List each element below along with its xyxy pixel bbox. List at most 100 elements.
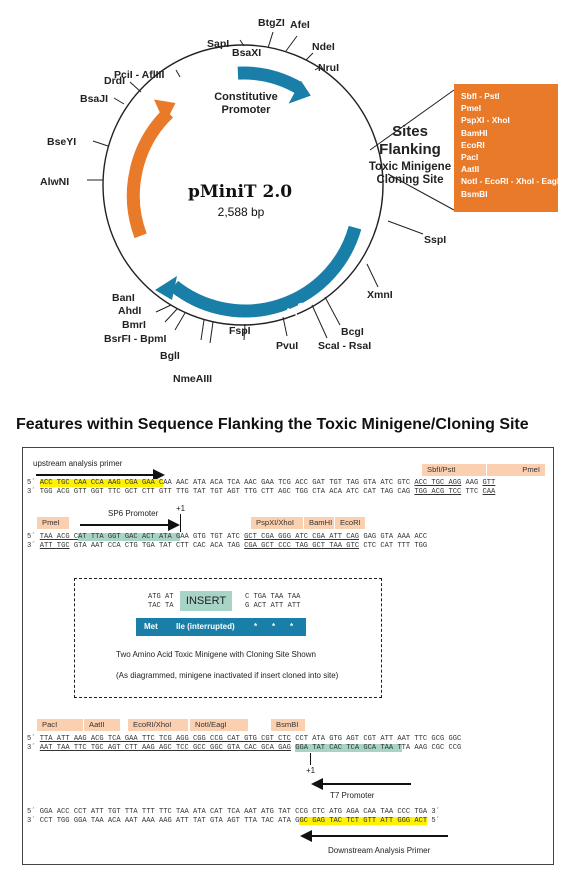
- insert-top-left: ATG AT: [148, 593, 174, 601]
- t7-promoter-label: T7 Promoter: [330, 791, 375, 800]
- site-drdi: DrdI: [104, 75, 125, 87]
- seq-segment: AA GTG TGT ATC: [180, 533, 245, 541]
- t7-arrow-line: [321, 783, 411, 785]
- block1-top-strand: 5´ ACC TGC CAA CCA AAG CGA GAA CAA AAC A…: [27, 479, 495, 488]
- strand-end: 5´: [27, 735, 40, 743]
- block3-top-strand: 5´ TTA ATT AAG ACG TCA GAA TTC TCG AGG C…: [27, 735, 461, 744]
- sbfi-seq: ACC TGC AGG: [414, 479, 462, 487]
- seq-segment: TA AAG CGC CCG: [401, 744, 462, 752]
- strand-end: 5´: [27, 533, 40, 541]
- seq-segment: AAG: [461, 479, 483, 487]
- site-pcii-afliii: PciI - AflIII: [114, 69, 164, 81]
- sbfi-seq: TGG ACG TCC: [414, 488, 462, 496]
- downstream-primer-arrow-line: [310, 835, 448, 837]
- flanking-site: BsmBI: [461, 188, 488, 199]
- ori-arrowhead: [154, 99, 176, 124]
- upstream-primer-arrow-line: [36, 474, 156, 476]
- cloning-sites-seq: AAT TAA TTC TGC AGT CTT AAG AGC TCC GCC …: [39, 744, 291, 752]
- plasmid-size: 2,588 bp: [218, 205, 265, 219]
- tag-ecori-xhoi: EcoRI/XhoI: [128, 719, 188, 731]
- t7-promoter-seq: GGA TAT CAC TCA GCA TAA T: [295, 744, 402, 752]
- site-bcgi: BcgI: [341, 326, 364, 338]
- strand-end: 5´: [27, 479, 40, 487]
- seq-segment: AA AAC ATA ACA TCA AAC GAA TCG ACC GAT T…: [163, 479, 415, 487]
- sites-flanking-label-1: Sites: [392, 123, 428, 140]
- constitutive-promoter-arc: [237, 66, 302, 94]
- stop-mark: *: [272, 622, 276, 631]
- flanking-site: PacI: [461, 152, 479, 163]
- site-nmeaiii: NmeAIII: [173, 373, 212, 385]
- seq-segment: TGG ACG GTT GGT TTC GCT CTT GTT TTG TAT …: [39, 488, 415, 496]
- flanking-site: PspXI - XhoI: [461, 115, 510, 126]
- block2-top-strand: 5´ TAA ACG CAT TTA GGT GAC ACT ATA GAA G…: [27, 533, 427, 542]
- site-sspi: SspI: [424, 234, 446, 246]
- tag-sbfi-psti: SbfI/PstI: [422, 464, 486, 476]
- site-bsaxi: BsaXI: [232, 47, 261, 59]
- flanking-site: EcoRI: [461, 139, 485, 150]
- strand-end: 3´: [27, 542, 40, 550]
- cloning-sites-seq: GCT CGA GGG ATC CGA ATT CAG: [244, 533, 360, 541]
- seq-segment: GTA AAT CCA CTG TGA TAT CTT CAC ACA TAG: [69, 542, 245, 550]
- seq-segment: CCT ATA GTG AGT CGT ATT AAT TTC GCG GGC: [290, 735, 462, 743]
- downstream-primer-seq: GC GAG TAC TCT GTT ATT GGG ACT: [299, 817, 428, 825]
- met-label: Met: [144, 622, 158, 631]
- sp6-promoter-label: SP6 Promoter: [108, 509, 159, 518]
- constitutive-promoter-arrowhead: [288, 80, 311, 104]
- flanking-site: PmeI: [461, 103, 482, 114]
- flanking-site: BamHI: [461, 127, 488, 138]
- plus-one-label: +1: [176, 504, 186, 513]
- seq-segment: TTC: [461, 488, 483, 496]
- seq-segment: CTC CAT TTT TGG: [359, 542, 428, 550]
- insert-top-right: C TGA TAA TAA: [245, 593, 301, 601]
- site-alwni: AlwNI: [40, 176, 69, 188]
- t7-plus-one: +1: [306, 766, 316, 775]
- cloning-sites-seq: CGA GCT CCC TAG GCT TAA GTC: [244, 542, 360, 550]
- seq-segment: 3´ CCT TGG GGA TAA ACA AAT AAA AAG ATT T…: [27, 817, 300, 825]
- site-btgzi: BtgZI: [258, 17, 285, 29]
- tag-pmei: PmeI: [487, 464, 545, 476]
- tag-paci: PacI: [37, 719, 83, 731]
- constitutive-promoter-label-1: Constitutive: [214, 91, 278, 103]
- apr-arc: [169, 225, 362, 318]
- site-scai-rsai: ScaI - RsaI: [318, 340, 371, 352]
- site-fspi: FspI: [229, 325, 251, 337]
- t7-start-tick: [310, 753, 311, 765]
- insert-caption: Two Amino Acid Toxic Minigene with Cloni…: [116, 650, 316, 659]
- tag-aatii: AatII: [84, 719, 120, 731]
- tag-noti-eagi: NotI/EagI: [190, 719, 248, 731]
- upstream-primer-arrowhead: [153, 469, 165, 481]
- pmei-seq: GTT: [482, 479, 496, 487]
- site-xmni: XmnI: [367, 289, 393, 301]
- site-sapi: SapI: [207, 38, 229, 50]
- site-bgli: BglI: [160, 350, 180, 362]
- sp6-promoter-seq: AT TTA GGT GAC ACT ATA G: [78, 533, 181, 541]
- sites-flanking-sub-1: Toxic Minigene: [369, 161, 451, 173]
- ori-label: ori: [115, 156, 131, 174]
- block4-top-strand: 5´ GGA ACC CCT ATT TGT TTA TTT TTC TAA A…: [27, 808, 440, 816]
- upstream-primer-label: upstream analysis primer: [33, 459, 123, 468]
- flanking-sites-box: SbfI - PstI PmeI PspXI - XhoI BamHI EcoR…: [454, 84, 559, 212]
- ile-label: Ile (interrupted): [176, 622, 235, 631]
- site-bani: BanI: [112, 292, 135, 304]
- downstream-primer-label: Downstream Analysis Primer: [328, 846, 431, 855]
- site-bsrfi-bpmi: BsrFI - BpmI: [104, 333, 167, 345]
- site-drui: NruI: [318, 62, 339, 74]
- strand-end: 3´: [27, 488, 40, 496]
- sequence-frame: [22, 447, 554, 865]
- site-ahdi: AhdI: [118, 305, 141, 317]
- sp6-arrowhead: [168, 519, 180, 531]
- insert-bottom-right: G ACT ATT ATT: [245, 602, 301, 610]
- minigene-bar: Met Ile (interrupted) * * *: [136, 618, 306, 636]
- tag-pmei-2: PmeI: [37, 517, 69, 529]
- site-ndei: NdeI: [312, 41, 335, 53]
- pmei-seq: CAA: [482, 488, 496, 496]
- block1-bottom-strand: 3´ TGG ACG GTT GGT TTC GCT CTT GTT TTG T…: [27, 488, 495, 497]
- plasmid-map: Constitutive Promoter ori Apᴿ pMiniT 2.0…: [40, 17, 455, 385]
- insert-note: (As diagrammed, minigene inactivated if …: [116, 671, 339, 680]
- tag-bamhi: BamHI: [304, 517, 334, 529]
- strand-end: 3´: [27, 744, 40, 752]
- sp6-start-tick: [180, 514, 181, 532]
- flanking-site: AatII: [461, 164, 480, 175]
- sp6-arrow-line: [80, 524, 172, 526]
- pmei-seq: TAA ACG C: [39, 533, 79, 541]
